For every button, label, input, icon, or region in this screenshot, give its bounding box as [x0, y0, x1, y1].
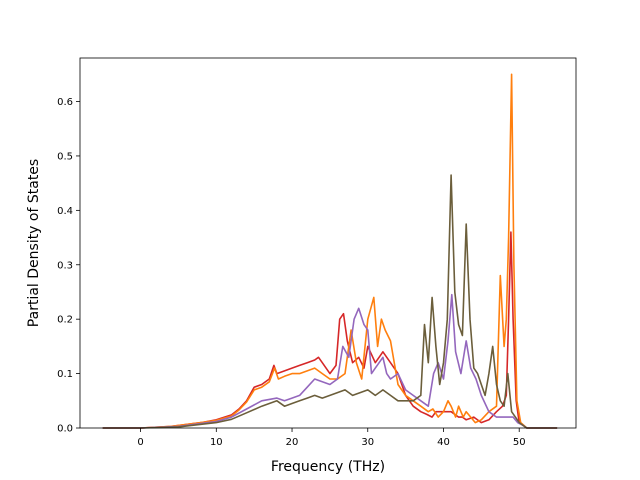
- series-lines: [102, 73, 558, 429]
- y-tick-label: 0.5: [57, 151, 73, 162]
- series-line-3: [102, 293, 558, 429]
- y-tick-label: 0.3: [57, 260, 73, 271]
- y-axis-ticks: 0.0 0.1 0.2 0.3 0.4 0.5 0.6: [57, 97, 80, 435]
- x-tick-label: 0: [137, 437, 143, 448]
- y-tick-label: 0.1: [57, 369, 73, 380]
- y-tick-label: 0.0: [57, 424, 73, 435]
- x-axis-label: Frequency (THz): [271, 459, 385, 475]
- x-tick-label: 20: [286, 437, 299, 448]
- series-line-4: [102, 174, 558, 429]
- y-tick-label: 0.4: [57, 206, 73, 217]
- y-tick-label: 0.6: [57, 97, 73, 108]
- series-line-1: [102, 231, 558, 429]
- y-tick-label: 0.2: [57, 315, 73, 326]
- plot-frame: [79, 57, 577, 429]
- x-tick-label: 50: [513, 437, 526, 448]
- x-tick-label: 10: [210, 437, 223, 448]
- y-axis-label: Partial Density of States: [26, 159, 42, 327]
- x-tick-label: 30: [361, 437, 374, 448]
- x-axis-ticks: 0 10 20 30 40 50: [137, 428, 526, 448]
- series-line-2: [102, 73, 558, 429]
- x-tick-label: 40: [437, 437, 450, 448]
